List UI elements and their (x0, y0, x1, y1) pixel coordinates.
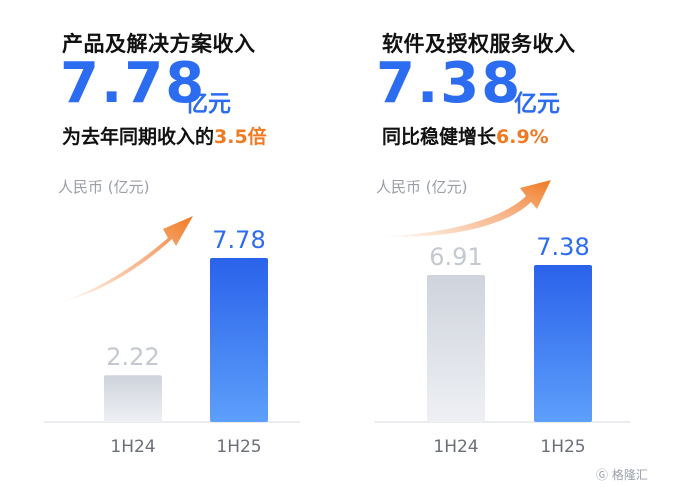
watermark-text: 格隆汇 (611, 468, 648, 482)
headline-unit: 亿元 (185, 91, 231, 117)
panel-software-revenue: 软件及授权服务收入 7.38 亿元 同比稳健增长6.9% 人民币 (亿元) 6.… (330, 0, 650, 488)
bar-chart: 6.91 1H24 7.38 1H25 (374, 180, 630, 457)
x-tick-label: 1H25 (216, 437, 261, 457)
growth-arrow-icon (60, 216, 193, 302)
bar-1H24 (104, 375, 162, 422)
watermark-logo: Ⓖ 格隆汇 (596, 466, 648, 483)
headline-value: 7.38 (376, 51, 523, 116)
watermark-icon: Ⓖ (596, 468, 609, 482)
bar-chart: 2.22 1H24 7.78 1H25 (44, 216, 300, 457)
bar-1H25 (534, 265, 592, 422)
subtext-prefix: 同比稳健增长 (382, 126, 497, 148)
subtext-highlight: 3.5倍 (214, 126, 267, 148)
bar-value-label: 6.91 (429, 243, 482, 271)
bar-1H25 (210, 258, 268, 422)
unit-label: 人民币 (亿元) (58, 178, 150, 196)
chart-title: 产品及解决方案收入 (62, 32, 256, 56)
unit-label: 人民币 (亿元) (376, 178, 468, 196)
chart-title: 软件及授权服务收入 (382, 32, 576, 56)
headline-subtext: 同比稳健增长6.9% (382, 122, 549, 149)
subtext-highlight: 6.9% (496, 126, 549, 148)
x-tick-label: 1H25 (540, 437, 585, 457)
headline-unit: 亿元 (514, 91, 560, 117)
headline-subtext: 为去年同期收入的3.5倍 (62, 122, 267, 149)
bar-value-label: 7.78 (212, 226, 265, 254)
bar-value-label: 7.38 (536, 233, 589, 261)
headline-value: 7.78 (60, 51, 207, 116)
growth-arrow-icon (380, 180, 551, 237)
x-tick-label: 1H24 (433, 437, 478, 457)
subtext-prefix: 为去年同期收入的 (62, 126, 215, 148)
bar-1H24 (427, 274, 485, 422)
x-tick-label: 1H24 (110, 437, 155, 457)
bar-value-label: 2.22 (106, 343, 159, 371)
panel-product-revenue: 产品及解决方案收入 7.78 亿元 为去年同期收入的3.5倍 人民币 (亿元) … (0, 0, 320, 488)
